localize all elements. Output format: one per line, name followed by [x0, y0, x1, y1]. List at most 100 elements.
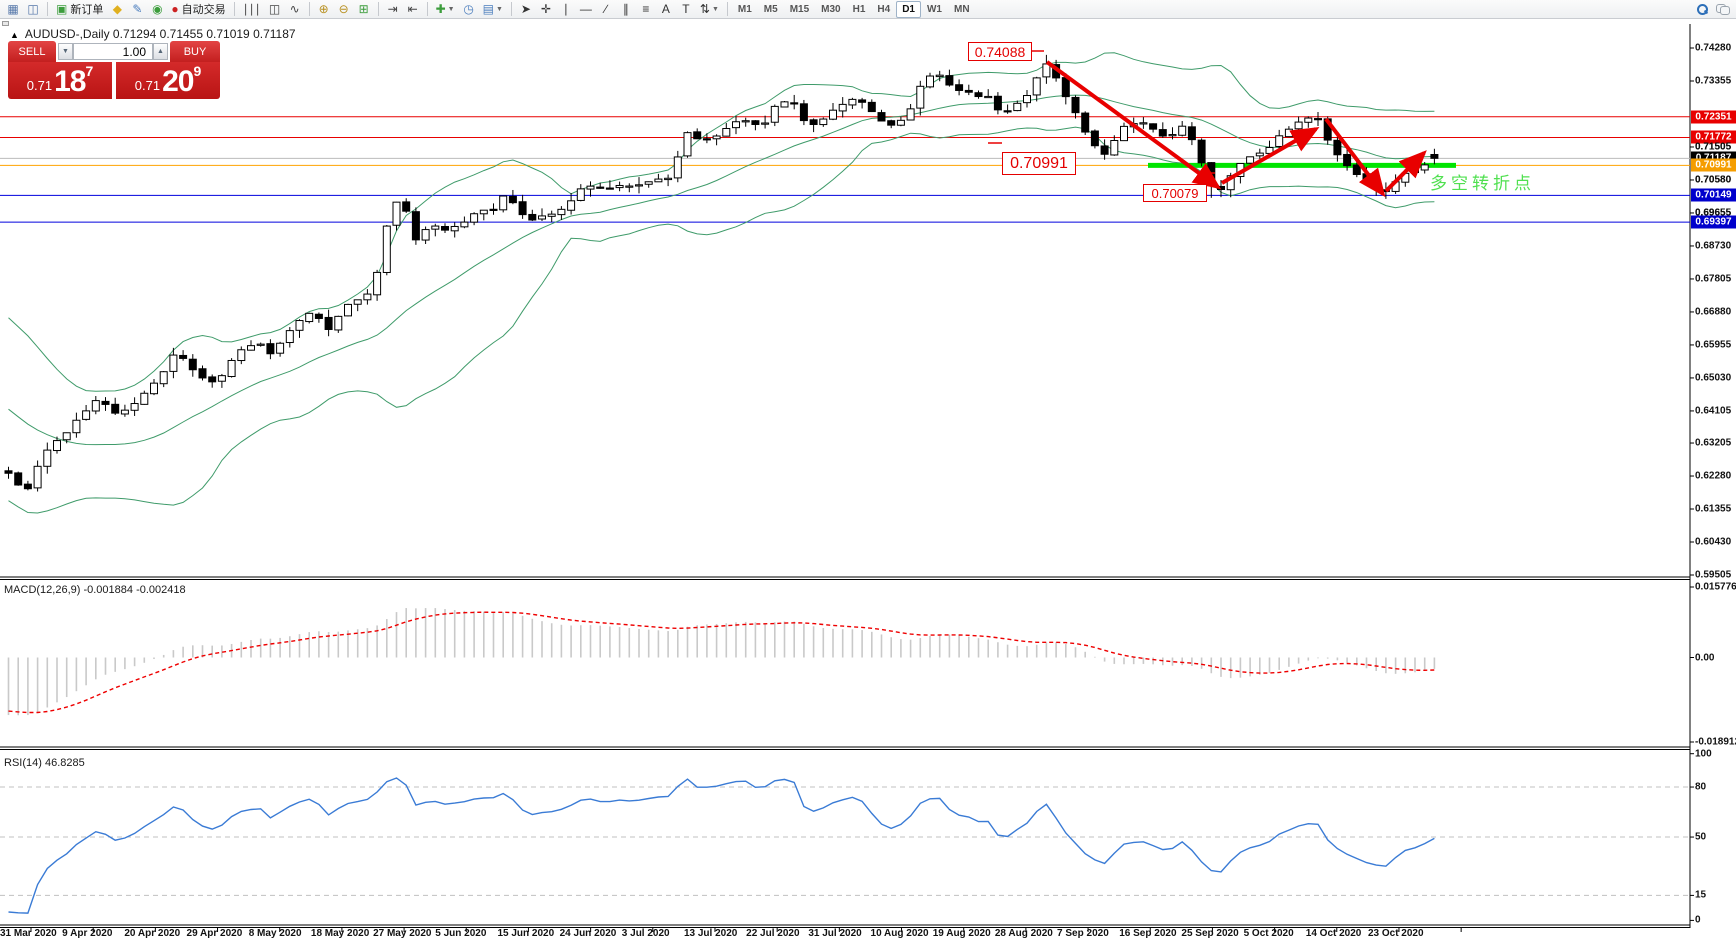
date-axis-label: 16 Sep 2020 — [1119, 928, 1177, 939]
toolbar-separator — [726, 2, 728, 16]
text-label-icon[interactable]: T — [676, 1, 696, 18]
sell-button[interactable]: SELL — [8, 41, 56, 62]
tile-windows-icon[interactable]: ⊞ — [354, 1, 374, 18]
autotrading-button: ● — [171, 2, 179, 16]
chart-profile-icon[interactable]: ◫ — [23, 1, 43, 18]
new-order-button[interactable]: ▣ 新订单 — [52, 1, 107, 18]
trendline-icon[interactable]: ∕ — [596, 1, 616, 18]
timeframe-button-mn[interactable]: MN — [953, 3, 970, 15]
tile-windows-icon: ⊞ — [358, 2, 369, 16]
market-watch-icon[interactable]: ▦ — [3, 1, 23, 18]
price-level-badge: 0.69397 — [1691, 215, 1736, 229]
horizontal-line-icon[interactable]: — — [576, 1, 596, 18]
bar-chart-icon[interactable]: ∣∣∣ — [239, 1, 265, 18]
volume-decrease-button[interactable]: ▼ — [58, 43, 73, 60]
add-indicator-button-dropdown-icon[interactable]: ▼ — [447, 5, 455, 13]
rsi-axis-tick: 80 — [1695, 781, 1707, 793]
price-axis-tick: 0.73355 — [1695, 75, 1732, 87]
buy-price-display[interactable]: 0.71 20 9 — [116, 62, 220, 99]
templates-button[interactable]: ▤ ▼ — [479, 1, 507, 18]
date-axis-label: 25 Sep 2020 — [1181, 928, 1239, 939]
fibonacci-icon[interactable]: ≡ — [636, 1, 656, 18]
chart-title: ▲ AUDUSD-,Daily 0.71294 0.71455 0.71019 0… — [10, 27, 296, 41]
timeframe-button-m15[interactable]: M15 — [789, 3, 810, 15]
auto-scroll-icon[interactable]: ⇥ — [383, 1, 403, 18]
fibonacci-icon: ≡ — [642, 2, 650, 16]
arrows-button-dropdown-icon[interactable]: ▼ — [711, 5, 719, 13]
timeframe-button-d1[interactable]: D1 — [896, 0, 921, 18]
zoom-out-icon[interactable]: ⊖ — [334, 1, 354, 18]
vertical-line-icon[interactable]: ∣ — [556, 1, 576, 18]
signals-icon[interactable]: ◉ — [147, 1, 167, 18]
metaeditor-icon[interactable]: ✎ — [127, 1, 147, 18]
rsi-axis-tick: 50 — [1695, 831, 1707, 843]
chart-window[interactable]: ▲ AUDUSD-,Daily 0.71294 0.71455 0.71019 0… — [0, 20, 1736, 943]
support-price-label[interactable]: 0.70991 — [1002, 152, 1076, 175]
new-order-button-label: 新订单 — [70, 4, 104, 16]
arrows-button[interactable]: ⇅ ▼ — [696, 1, 723, 18]
one-click-trade-panel: SELL ▼ 1.00 ▲ BUY 0.71 18 7 0.71 20 9 — [8, 41, 220, 99]
timeframe-button-m1[interactable]: M1 — [737, 3, 752, 15]
styles-icon[interactable]: ◆ — [107, 1, 127, 18]
chart-profile-icon: ◫ — [27, 2, 39, 16]
bar-chart-icon: ∣∣∣ — [242, 2, 261, 16]
buy-price-point: 9 — [193, 63, 202, 79]
date-axis-label: 29 Apr 2020 — [186, 928, 243, 939]
swing-high-price-label[interactable]: 0.74088 — [968, 42, 1032, 61]
date-axis-label: 13 Jul 2020 — [683, 928, 738, 939]
zoom-in-icon[interactable]: ⊕ — [314, 1, 334, 18]
sell-price-display[interactable]: 0.71 18 7 — [8, 62, 112, 99]
price-level-badge: 0.72351 — [1691, 110, 1736, 124]
price-axis-tick: 0.61355 — [1695, 503, 1732, 515]
periods-icon[interactable]: ◷ — [459, 1, 479, 18]
toolbar-separator — [510, 2, 512, 16]
trendline-icon: ∕ — [604, 2, 607, 16]
search-icon[interactable] — [1692, 1, 1712, 18]
autotrading-button[interactable]: ● 自动交易 — [167, 1, 229, 18]
new-order-button: ▣ — [56, 2, 68, 16]
zoom-out-icon: ⊖ — [338, 2, 349, 16]
line-chart-icon[interactable]: ∿ — [285, 1, 305, 18]
search-icon — [1696, 3, 1708, 15]
cursor-icon[interactable]: ➤ — [516, 1, 536, 18]
candlestick-chart-icon[interactable]: ◫ — [265, 1, 285, 18]
crosshair-icon[interactable]: ✛ — [536, 1, 556, 18]
buy-price-pips: 20 — [162, 65, 194, 98]
macd-indicator-label: MACD(12,26,9) -0.001884 -0.002418 — [4, 584, 186, 596]
zoom-in-icon: ⊕ — [318, 2, 329, 16]
text-icon[interactable]: A — [656, 1, 676, 18]
chart-title-text: AUDUSD-,Daily 0.71294 0.71455 0.71019 0.… — [24, 27, 296, 41]
turning-point-annotation[interactable]: 多空转折点 — [1430, 174, 1535, 193]
timeframe-button-m30[interactable]: M30 — [821, 3, 841, 15]
add-indicator-button[interactable]: ✚ ▼ — [432, 1, 459, 18]
equidistant-channel-icon[interactable]: ∥ — [616, 1, 636, 18]
volume-input[interactable]: 1.00 — [73, 43, 153, 60]
timeframe-button-h4[interactable]: H4 — [877, 3, 891, 15]
styles-icon: ◆ — [112, 2, 122, 16]
templates-button-dropdown-icon[interactable]: ▼ — [495, 5, 503, 13]
market-watch-icon: ▦ — [7, 2, 19, 16]
rsi-indicator-label: RSI(14) 46.8285 — [4, 757, 85, 769]
chart-canvas[interactable] — [0, 20, 1736, 943]
swing-low-price-label[interactable]: 0.70079 — [1143, 184, 1207, 202]
buy-button[interactable]: BUY — [170, 41, 220, 62]
collapse-panel-icon[interactable]: ▲ — [10, 30, 19, 40]
timeframe-button-w1[interactable]: W1 — [926, 3, 942, 15]
price-axis-tick: 0.69655 — [1695, 207, 1732, 219]
date-axis-label: 7 Sep 2020 — [1057, 928, 1109, 939]
date-axis-label: 24 Jun 2020 — [559, 928, 617, 939]
volume-increase-button[interactable]: ▲ — [153, 43, 168, 60]
price-axis-tick: 0.60430 — [1695, 536, 1732, 548]
toolbar-separator — [47, 2, 48, 16]
window-splitter-handle[interactable] — [2, 21, 9, 26]
timeframe-button-m5[interactable]: M5 — [763, 3, 778, 15]
timeframe-button-h1[interactable]: H1 — [852, 3, 866, 15]
toolbar-separator — [308, 2, 310, 16]
date-axis-label: 22 Jul 2020 — [746, 928, 800, 939]
chart-shift-icon[interactable]: ⇤ — [403, 1, 423, 18]
price-axis-tick: 0.70580 — [1695, 174, 1732, 186]
date-axis-label: 3 Jul 2020 — [621, 928, 670, 939]
date-axis-label: 9 Apr 2020 — [62, 928, 113, 939]
chat-icon[interactable] — [1712, 1, 1733, 18]
